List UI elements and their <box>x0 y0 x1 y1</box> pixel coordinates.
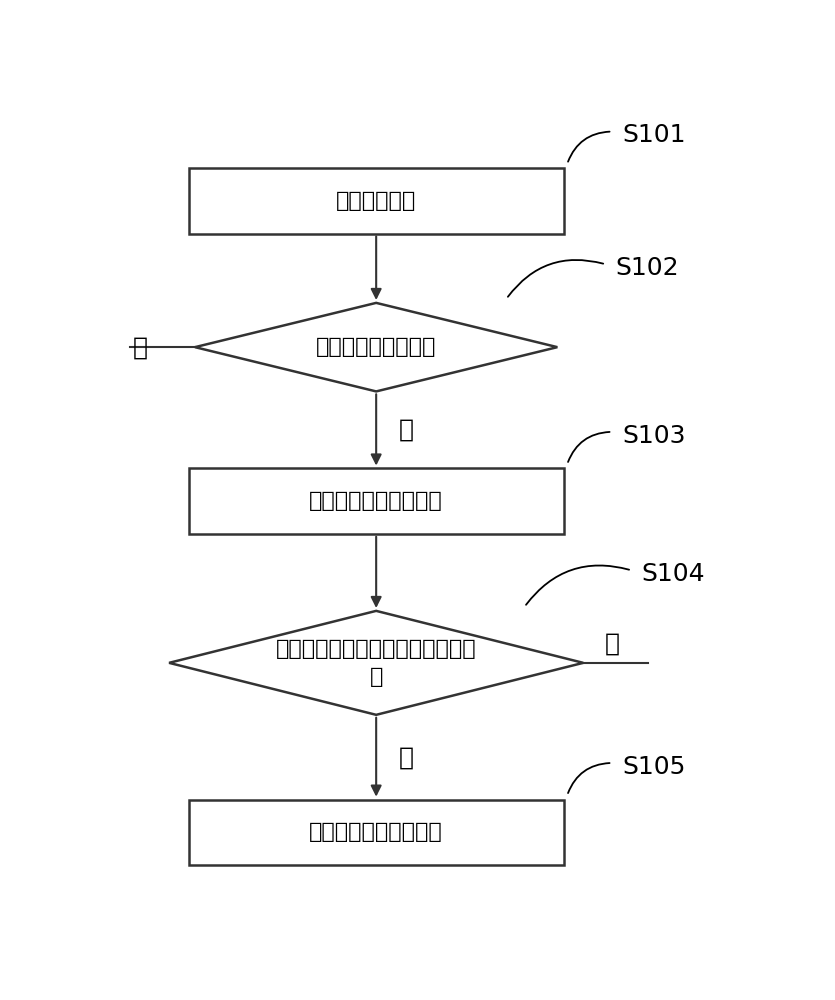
Polygon shape <box>195 303 558 391</box>
Polygon shape <box>169 611 583 715</box>
Text: 检测是否有空闲信道: 检测是否有空闲信道 <box>316 337 437 357</box>
FancyBboxPatch shape <box>189 468 564 534</box>
Text: 判断是否接收到终端返回的确认信
息: 判断是否接收到终端返回的确认信 息 <box>276 639 477 687</box>
FancyArrowPatch shape <box>526 565 629 605</box>
Text: 否: 否 <box>133 335 148 359</box>
FancyArrowPatch shape <box>568 763 610 793</box>
FancyArrowPatch shape <box>568 432 610 462</box>
Text: 是: 是 <box>399 418 414 442</box>
FancyBboxPatch shape <box>189 800 564 865</box>
Text: 获取分组协议: 获取分组协议 <box>336 191 417 211</box>
FancyArrowPatch shape <box>508 260 603 297</box>
Text: 判断分组协议发送成功: 判断分组协议发送成功 <box>309 822 443 842</box>
FancyArrowPatch shape <box>568 132 610 162</box>
Text: S101: S101 <box>622 123 686 147</box>
Text: 否: 否 <box>605 632 620 656</box>
Text: S103: S103 <box>622 424 686 448</box>
FancyBboxPatch shape <box>189 168 564 234</box>
Text: S104: S104 <box>641 562 705 586</box>
Text: 是: 是 <box>399 745 414 769</box>
Text: S105: S105 <box>622 755 686 779</box>
Text: 将分组协议发送给终端: 将分组协议发送给终端 <box>309 491 443 511</box>
Text: S102: S102 <box>615 256 679 280</box>
